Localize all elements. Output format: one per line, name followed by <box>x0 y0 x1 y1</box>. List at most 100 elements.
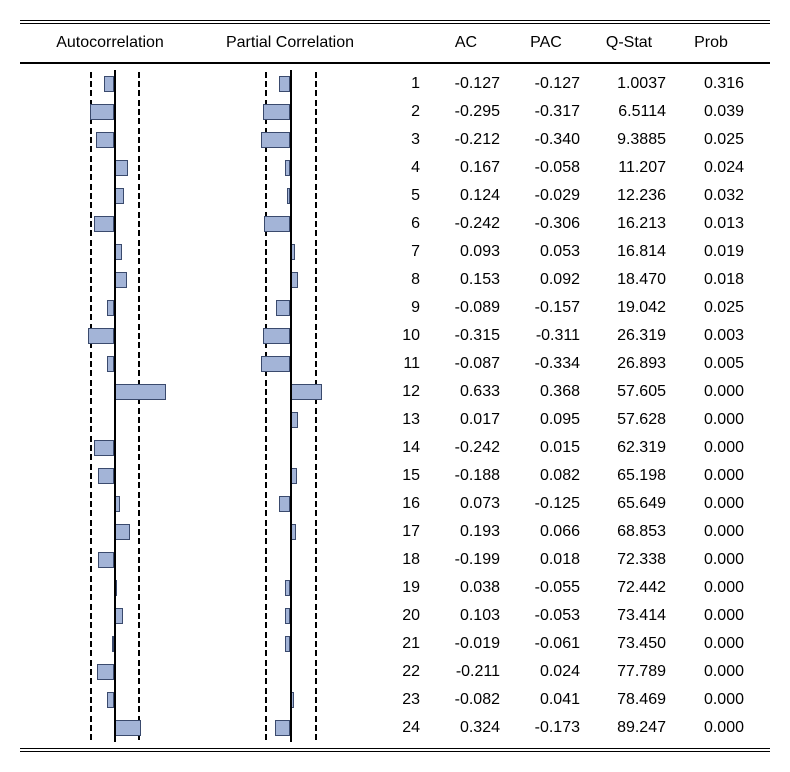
cell-pac: 0.066 <box>506 523 586 541</box>
cell-lag: 13 <box>380 411 426 429</box>
cell-ac: -0.242 <box>426 439 506 457</box>
table-row: 70.0930.05316.8140.019 <box>20 238 770 266</box>
cell-prob: 0.000 <box>672 467 750 485</box>
table-row: 170.1930.06668.8530.000 <box>20 518 770 546</box>
cell-lag: 5 <box>380 187 426 205</box>
pac-plot-cell <box>200 630 380 658</box>
cell-qstat: 26.319 <box>586 327 672 345</box>
cell-prob: 0.025 <box>672 299 750 317</box>
cell-ac: -0.087 <box>426 355 506 373</box>
ac-plot-cell <box>20 238 200 266</box>
ac-bar <box>94 216 114 232</box>
ac-bar <box>114 384 166 400</box>
cell-ac: 0.193 <box>426 523 506 541</box>
pac-bar <box>275 720 290 736</box>
cell-prob: 0.024 <box>672 159 750 177</box>
cell-ac: 0.324 <box>426 719 506 737</box>
cell-prob: 0.000 <box>672 719 750 737</box>
cell-pac: -0.317 <box>506 103 586 121</box>
pac-plot-cell <box>200 378 380 406</box>
cell-lag: 6 <box>380 215 426 233</box>
pac-plot-cell <box>200 210 380 238</box>
cell-prob: 0.000 <box>672 607 750 625</box>
cell-qstat: 78.469 <box>586 691 672 709</box>
pac-plot-cell <box>200 714 380 742</box>
cell-pac: 0.041 <box>506 691 586 709</box>
cell-ac: 0.124 <box>426 187 506 205</box>
pac-bar <box>290 384 322 400</box>
pac-plot-cell <box>200 322 380 350</box>
cell-lag: 1 <box>380 75 426 93</box>
cell-ac: 0.093 <box>426 243 506 261</box>
pac-plot-cell <box>200 406 380 434</box>
ac-bar <box>98 552 114 568</box>
ac-bar <box>114 160 128 176</box>
ac-bar <box>90 104 114 120</box>
table-row: 2-0.295-0.3176.51140.039 <box>20 98 770 126</box>
cell-qstat: 89.247 <box>586 719 672 737</box>
ac-bar <box>114 720 141 736</box>
pac-plot-cell <box>200 462 380 490</box>
cell-ac: -0.082 <box>426 691 506 709</box>
cell-qstat: 65.198 <box>586 467 672 485</box>
cell-qstat: 65.649 <box>586 495 672 513</box>
ac-plot-cell <box>20 210 200 238</box>
ac-plot-cell <box>20 98 200 126</box>
pac-bar <box>276 300 290 316</box>
cell-lag: 11 <box>380 355 426 373</box>
cell-qstat: 68.853 <box>586 523 672 541</box>
ac-bar <box>88 328 114 344</box>
cell-qstat: 12.236 <box>586 187 672 205</box>
cell-pac: 0.024 <box>506 663 586 681</box>
cell-qstat: 16.814 <box>586 243 672 261</box>
cell-qstat: 72.338 <box>586 551 672 569</box>
header-pac: PAC <box>506 34 586 52</box>
cell-lag: 4 <box>380 159 426 177</box>
cell-ac: 0.017 <box>426 411 506 429</box>
table-row: 120.6330.36857.6050.000 <box>20 378 770 406</box>
ac-plot-cell <box>20 546 200 574</box>
cell-ac: -0.315 <box>426 327 506 345</box>
cell-lag: 10 <box>380 327 426 345</box>
cell-pac: 0.053 <box>506 243 586 261</box>
cell-pac: -0.306 <box>506 215 586 233</box>
cell-lag: 8 <box>380 271 426 289</box>
cell-prob: 0.000 <box>672 523 750 541</box>
cell-lag: 7 <box>380 243 426 261</box>
cell-pac: 0.082 <box>506 467 586 485</box>
ac-bar <box>96 132 114 148</box>
cell-lag: 15 <box>380 467 426 485</box>
pac-plot-cell <box>200 686 380 714</box>
cell-prob: 0.000 <box>672 495 750 513</box>
table-row: 3-0.212-0.3409.38850.025 <box>20 126 770 154</box>
ac-bar <box>97 664 114 680</box>
cell-qstat: 11.207 <box>586 159 672 177</box>
cell-prob: 0.000 <box>672 551 750 569</box>
cell-ac: 0.633 <box>426 383 506 401</box>
cell-prob: 0.000 <box>672 439 750 457</box>
cell-qstat: 57.628 <box>586 411 672 429</box>
table-row: 10-0.315-0.31126.3190.003 <box>20 322 770 350</box>
cell-qstat: 16.213 <box>586 215 672 233</box>
cell-prob: 0.019 <box>672 243 750 261</box>
cell-qstat: 57.605 <box>586 383 672 401</box>
table-row: 6-0.242-0.30616.2130.013 <box>20 210 770 238</box>
pac-bar <box>263 328 290 344</box>
cell-qstat: 62.319 <box>586 439 672 457</box>
pac-plot-cell <box>200 602 380 630</box>
pac-plot-cell <box>200 546 380 574</box>
pac-plot-cell <box>200 182 380 210</box>
cell-lag: 19 <box>380 579 426 597</box>
table-row: 23-0.0820.04178.4690.000 <box>20 686 770 714</box>
pac-plot-cell <box>200 350 380 378</box>
pac-plot-cell <box>200 98 380 126</box>
table-row: 40.167-0.05811.2070.024 <box>20 154 770 182</box>
cell-qstat: 1.0037 <box>586 75 672 93</box>
cell-prob: 0.025 <box>672 131 750 149</box>
cell-pac: 0.095 <box>506 411 586 429</box>
ac-plot-cell <box>20 154 200 182</box>
ac-plot-cell <box>20 518 200 546</box>
cell-pac: 0.368 <box>506 383 586 401</box>
ac-plot-cell <box>20 630 200 658</box>
ac-bar <box>114 524 130 540</box>
